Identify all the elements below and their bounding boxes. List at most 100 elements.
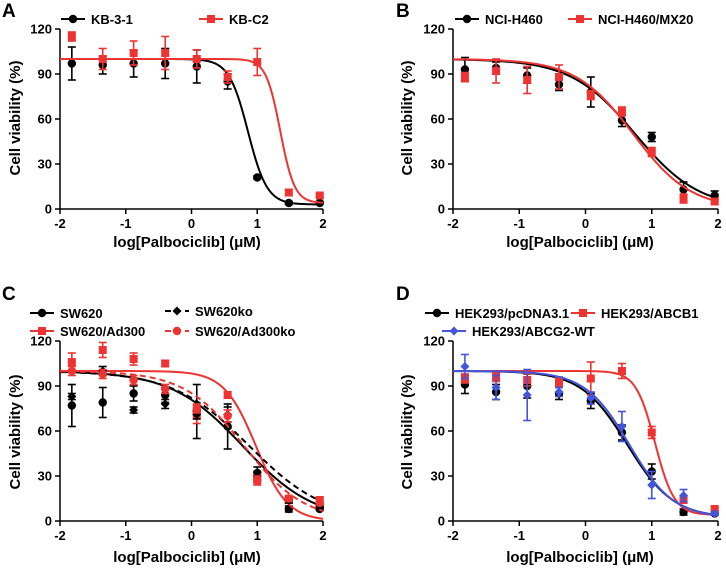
series-nci-h460-mx20 [452, 58, 719, 206]
x-tick-label: 0 [188, 216, 195, 231]
data-point [617, 422, 627, 431]
legend-label: KB-C2 [229, 12, 269, 27]
series-nci-h460 [452, 56, 719, 201]
legend-entry: SW620/Ad300 [30, 324, 145, 339]
x-tick-label: 1 [254, 528, 261, 543]
data-point [284, 494, 294, 503]
data-point [586, 393, 596, 403]
x-tick-label: -1 [513, 216, 525, 231]
y-tick-label: 120 [30, 22, 52, 37]
data-point [491, 383, 501, 392]
x-axis-label: log[Palbociclib] (μM) [506, 549, 654, 566]
series-hek293-pcdna3-1 [453, 370, 719, 518]
y-tick-label: 120 [30, 334, 52, 349]
y-axis-label: Cell viability (%) [399, 374, 416, 489]
legend-entry: HEK293/pcDNA3.1 [425, 306, 569, 321]
data-point [98, 398, 107, 407]
y-tick-label: 30 [38, 469, 52, 484]
data-point [647, 428, 656, 437]
data-point [522, 390, 532, 400]
data-point [129, 49, 138, 57]
data-point [192, 55, 201, 63]
x-tick-label: 1 [254, 216, 261, 231]
panel-letter: D [396, 284, 410, 305]
x-tick-label: -2 [447, 528, 459, 543]
data-point [523, 76, 532, 84]
axes: 0 30 60 90 120 -2 -1 0 1 2 [423, 334, 721, 544]
legend-label: NCI-H460/MX20 [598, 12, 693, 27]
data-point [223, 73, 232, 81]
legend-entry: HEK293/ABCB1 [571, 306, 699, 321]
panel-letter: A [2, 1, 16, 22]
data-point [555, 73, 563, 81]
data-point [192, 404, 201, 413]
legend-label: HEK293/pcDNA3.1 [455, 306, 569, 321]
y-tick-label: 90 [431, 67, 445, 82]
y-tick-label: 90 [38, 379, 52, 394]
x-tick-label: 2 [714, 528, 721, 543]
data-point [315, 191, 324, 200]
legend-label: HEK293/ABCB1 [601, 306, 699, 321]
x-tick-label: -2 [447, 216, 459, 231]
data-point [460, 362, 470, 371]
x-axis-label: log[Palbociclib] (μM) [113, 234, 261, 251]
data-point [647, 132, 656, 142]
x-tick-label: -1 [513, 528, 525, 543]
data-point [284, 188, 293, 197]
data-point [98, 369, 107, 379]
series-kb-c2 [60, 31, 324, 204]
x-axis-label: log[Palbociclib] (μM) [506, 234, 654, 251]
data-point [617, 107, 626, 116]
legend-label: SW620ko [195, 304, 253, 319]
y-tick-label: 60 [38, 112, 52, 127]
data-point [223, 391, 232, 399]
legend-entry: SW620 [30, 306, 103, 321]
y-tick-label: 90 [38, 67, 52, 82]
legend: NCI-H460 NCI-H460/MX20 [455, 12, 693, 27]
x-tick-label: 2 [319, 216, 326, 231]
x-axis-label: log[Palbociclib] (μM) [113, 549, 261, 566]
x-tick-label: -1 [120, 528, 132, 543]
y-tick-label: 60 [431, 424, 445, 439]
y-tick-label: 120 [423, 22, 445, 37]
data-point [647, 148, 656, 156]
fit-curve [59, 370, 324, 512]
fit-curve [60, 58, 324, 204]
x-tick-label: -2 [54, 216, 66, 231]
x-tick-label: 2 [319, 528, 326, 543]
data-point [555, 377, 563, 386]
data-point [129, 355, 138, 363]
data-point [710, 197, 719, 206]
x-tick-label: 1 [648, 216, 655, 231]
legend-entry: SW620ko [165, 304, 253, 319]
data-point [647, 480, 657, 490]
legend-label: SW620 [60, 306, 103, 321]
legend-label: KB-3-1 [91, 12, 133, 27]
legend-label: HEK293/ABCG2-WT [472, 324, 595, 339]
panel-b: B Cell viability (%) log[Palbociclib] (μ… [396, 1, 722, 251]
legend-entry: SW620/Ad300ko [165, 324, 295, 339]
data-point [67, 392, 77, 401]
y-tick-label: 120 [423, 334, 445, 349]
data-point [160, 399, 170, 409]
data-point [315, 498, 324, 508]
y-tick-label: 0 [45, 514, 52, 529]
legend-entry: KB-C2 [199, 12, 269, 27]
data-point [67, 59, 77, 68]
fit-curve [453, 370, 719, 517]
data-point [253, 173, 262, 182]
data-point [67, 32, 76, 41]
series-hek293-abcg2-wt [453, 353, 720, 518]
y-tick-label: 30 [431, 157, 445, 172]
legend-label: SW620/Ad300 [60, 324, 145, 339]
legend-entry: NCI-H460 [455, 12, 543, 27]
data-point [129, 405, 139, 415]
y-axis-label: Cell viability (%) [7, 60, 24, 175]
data-point [161, 384, 170, 394]
data-point [253, 58, 262, 66]
x-tick-label: 2 [714, 216, 721, 231]
data-point [67, 401, 77, 410]
data-point [586, 91, 595, 99]
fit-curve [452, 58, 719, 203]
